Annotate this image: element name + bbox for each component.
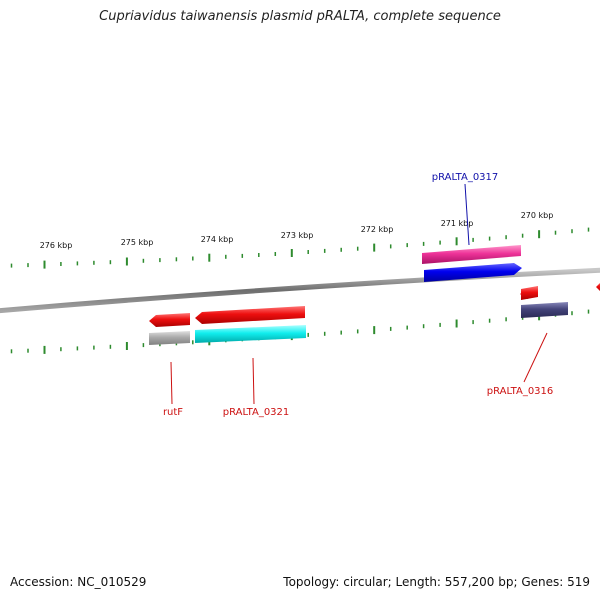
scale-label-274: 274 kbp — [201, 235, 234, 244]
gene-pralta-0317-gene[interactable] — [424, 263, 522, 282]
scale-label-271: 271 kbp — [441, 219, 474, 228]
scale-label-276: 276 kbp — [40, 241, 73, 250]
gene-label-pralta-0321[interactable]: pRALTA_0321 — [223, 407, 290, 418]
scale-label-275: 275 kbp — [121, 238, 154, 247]
gene-pralta-0316-arrow-body[interactable] — [521, 286, 538, 300]
scale-label-273: 273 kbp — [281, 231, 314, 240]
map-title: Cupriavidus taiwanensis plasmid pRALTA, … — [99, 9, 501, 24]
gene-pralta-0317-cds[interactable] — [422, 245, 521, 264]
rutf-leader — [170, 361, 173, 405]
gene-offscreen-arrow[interactable] — [596, 281, 600, 293]
gene-pralta-0321-arrow[interactable] — [195, 306, 305, 324]
gene-label-pralta-0317[interactable]: pRALTA_0317 — [432, 172, 499, 183]
gene-label-rutf[interactable]: rutF — [163, 407, 183, 418]
topology-summary: Topology: circular; Length: 557,200 bp; … — [283, 575, 590, 589]
sequence-backbone — [0, 267, 600, 314]
scale-labels: 276 kbp 275 kbp 274 kbp 273 kbp 272 kbp … — [40, 211, 554, 250]
gene-rutf-box[interactable] — [149, 331, 190, 345]
upper-scale-ticks — [10, 227, 590, 269]
pralta-0321-leader — [252, 357, 255, 405]
gene-pralta-0316-box[interactable] — [521, 302, 568, 318]
gene-label-pralta-0316[interactable]: pRALTA_0316 — [487, 386, 554, 397]
pralta-0317-leader — [464, 183, 470, 246]
pralta-0316-leader — [523, 332, 548, 383]
accession-label: Accession: NC_010529 — [10, 575, 147, 589]
scale-label-270: 270 kbp — [521, 211, 554, 220]
gene-pralta-0321-box[interactable] — [195, 325, 306, 343]
gene-rutf-arrow[interactable] — [149, 313, 190, 327]
scale-label-272: 272 kbp — [361, 225, 394, 234]
